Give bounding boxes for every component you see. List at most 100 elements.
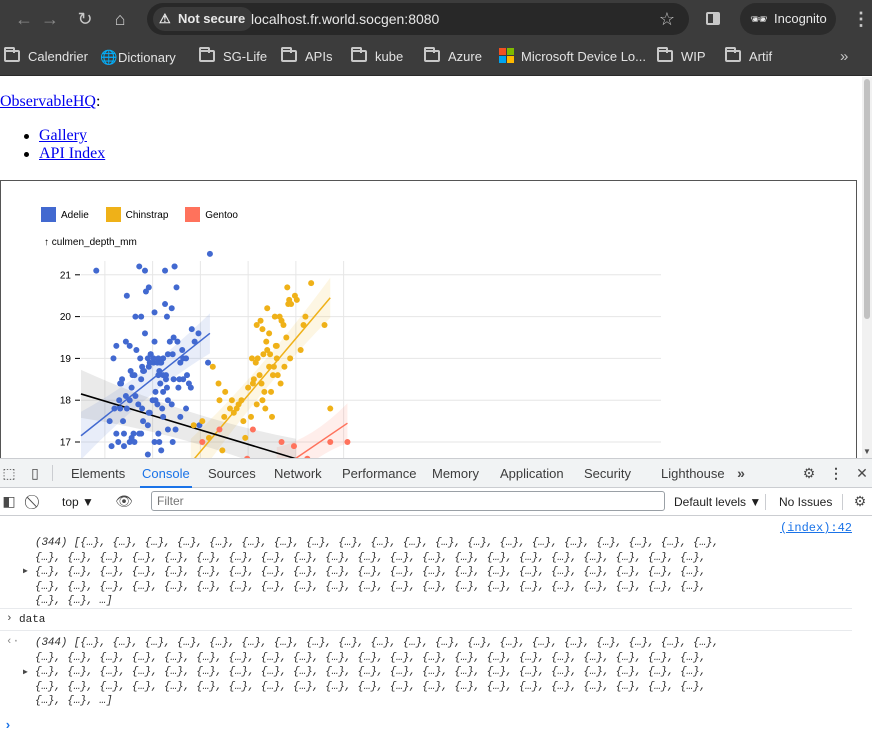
tab-console[interactable]: Console: [140, 459, 192, 488]
reload-icon[interactable]: ↻: [77, 9, 93, 29]
tab-security[interactable]: Security: [584, 466, 631, 481]
device-toolbar-icon[interactable]: ▯: [31, 465, 39, 481]
home-icon[interactable]: ⌂: [114, 9, 126, 29]
close-devtools-icon[interactable]: ✕: [856, 465, 868, 481]
array-preview-line[interactable]: {…}, {…}, {…}, {…}, {…}, {…}, {…}, {…}, …: [35, 580, 706, 593]
legend-item-chinstrap: Chinstrap: [105, 207, 168, 222]
gallery-link[interactable]: Gallery: [39, 127, 87, 144]
bookmark-calendrier[interactable]: Calendrier: [4, 47, 88, 67]
data-point-gentoo: [304, 455, 311, 458]
tab-performance[interactable]: Performance: [342, 466, 417, 481]
data-point-adelie: [123, 405, 130, 412]
source-link[interactable]: (index):42: [779, 521, 852, 535]
clear-console-icon[interactable]: ⃠: [26, 492, 44, 510]
array-preview-line[interactable]: {…}, {…}, {…}, {…}, {…}, {…}, {…}, {…}, …: [35, 666, 706, 679]
data-point-adelie: [163, 384, 170, 391]
data-point-adelie: [133, 347, 140, 354]
issues-counter[interactable]: No Issues: [779, 495, 833, 509]
observablehq-link[interactable]: ObservableHQ: [0, 93, 96, 110]
array-preview-line[interactable]: {…}, {…}, …]: [35, 595, 113, 608]
data-point-adelie: [122, 338, 129, 345]
security-chip[interactable]: ⚠ Not secure: [153, 7, 254, 31]
inspect-element-icon[interactable]: ⬚: [2, 465, 16, 481]
data-point-adelie: [135, 401, 142, 408]
tab-memory[interactable]: Memory: [432, 466, 479, 481]
data-point-gentoo: [249, 426, 256, 433]
tab-application[interactable]: Application: [500, 466, 564, 481]
tab-lighthouse[interactable]: Lighthouse: [661, 466, 725, 481]
array-preview-line[interactable]: {…}, {…}, {…}, {…}, {…}, {…}, {…}, {…}, …: [35, 680, 706, 693]
url-text[interactable]: localhost.fr.world.socgen:8080: [251, 11, 440, 27]
folder-icon: [281, 47, 297, 62]
data-point-adelie: [168, 305, 175, 312]
array-preview-line[interactable]: {…}, {…}, …]: [35, 695, 113, 708]
console-command-entry: › data: [0, 609, 852, 631]
array-preview-line[interactable]: {…}, {…}, {…}, {…}, {…}, {…}, {…}, {…}, …: [35, 551, 706, 564]
incognito-icon: 🕶: [750, 11, 768, 27]
context-selector[interactable]: top ▼: [62, 495, 94, 509]
bookmark-microsoft-device-login[interactable]: Microsoft Device Lo...: [499, 47, 646, 67]
expand-triangle-icon[interactable]: ▶: [23, 567, 28, 576]
more-bookmarks-icon[interactable]: »: [840, 48, 849, 65]
data-point-adelie: [139, 405, 146, 412]
bookmark-dictionary[interactable]: 🌐Dictionary: [100, 49, 176, 65]
settings-gear-icon[interactable]: ⚙: [802, 465, 816, 481]
bookmark-kube[interactable]: kube: [351, 47, 403, 67]
log-levels-dropdown[interactable]: Default levels ▼: [674, 495, 762, 509]
live-expression-eye-icon[interactable]: 👁: [115, 493, 133, 509]
data-point-chinstrap: [300, 321, 307, 328]
bookmark-azure[interactable]: Azure: [424, 47, 482, 67]
array-preview-line[interactable]: (344) [{…}, {…}, {…}, {…}, {…}, {…}, {…}…: [35, 537, 719, 549]
bookmark-artif[interactable]: Artif: [725, 47, 772, 67]
console-filter-input[interactable]: Filter: [151, 491, 665, 511]
data-point-chinstrap: [253, 321, 260, 328]
address-bar[interactable]: ⚠ Not secure localhost.fr.world.socgen:80…: [147, 3, 689, 35]
data-point-adelie: [162, 267, 169, 274]
more-tabs-icon[interactable]: »: [737, 465, 745, 481]
devtools-tab-bar: ⬚ ▯ Elements Console Sources Network Per…: [0, 458, 872, 488]
data-point-chinstrap: [280, 321, 287, 328]
back-arrow-icon[interactable]: ←: [15, 9, 33, 29]
tab-network[interactable]: Network: [274, 466, 322, 481]
bookmark-star-icon[interactable]: ☆: [658, 9, 675, 29]
data-point-adelie: [159, 405, 166, 412]
console-prompt[interactable]: ›: [4, 718, 12, 733]
incognito-label: Incognito: [774, 11, 827, 26]
side-panel-icon[interactable]: [704, 9, 724, 29]
data-point-chinstrap: [199, 418, 206, 425]
bookmark-apis[interactable]: APIs: [281, 47, 332, 67]
data-point-adelie: [173, 284, 180, 291]
data-point-chinstrap: [226, 405, 233, 412]
tab-elements[interactable]: Elements: [71, 466, 126, 481]
array-preview-line[interactable]: {…}, {…}, {…}, {…}, {…}, {…}, {…}, {…}, …: [35, 651, 706, 664]
console-message: (index):42 ▶ (344) [{…}, {…}, {…}, {…}, …: [0, 516, 852, 609]
array-preview-line[interactable]: (344) [{…}, {…}, {…}, {…}, {…}, {…}, {…}…: [35, 637, 719, 649]
array-preview-line[interactable]: {…}, {…}, {…}, {…}, {…}, {…}, {…}, {…}, …: [35, 566, 706, 579]
plot-container: Adelie Chinstrap Gentoo ↑ culmen_depth_m…: [0, 180, 857, 458]
browser-menu-icon[interactable]: ⋮: [852, 9, 870, 29]
data-point-chinstrap: [248, 355, 255, 362]
command-text[interactable]: data: [19, 614, 46, 626]
expand-triangle-icon[interactable]: ▶: [23, 668, 28, 677]
data-point-adelie: [206, 250, 213, 257]
forward-arrow-icon[interactable]: →: [41, 9, 59, 29]
page-scrollbar-thumb[interactable]: [864, 79, 870, 319]
data-point-adelie: [151, 439, 158, 445]
bookmark-sg-life[interactable]: SG-Life: [199, 47, 267, 67]
data-point-adelie: [146, 409, 153, 416]
console-settings-gear-icon[interactable]: ⚙: [853, 493, 867, 509]
data-point-adelie: [160, 413, 167, 420]
devtools-menu-icon[interactable]: ⋮: [829, 465, 843, 481]
bookmark-wip[interactable]: WIP: [657, 47, 706, 67]
data-point-adelie: [156, 439, 163, 445]
data-point-adelie: [142, 288, 149, 295]
tab-sources[interactable]: Sources: [208, 466, 256, 481]
sidebar-toggle-icon[interactable]: ◧: [2, 493, 16, 509]
scroll-down-icon[interactable]: ▼: [863, 447, 871, 456]
data-point-adelie: [137, 355, 144, 362]
data-point-chinstrap: [221, 413, 228, 420]
api-index-link[interactable]: API Index: [39, 145, 106, 162]
page-scrollbar[interactable]: ▼: [862, 77, 872, 458]
incognito-chip[interactable]: 🕶 Incognito: [740, 3, 836, 35]
data-point-adelie: [132, 313, 139, 320]
